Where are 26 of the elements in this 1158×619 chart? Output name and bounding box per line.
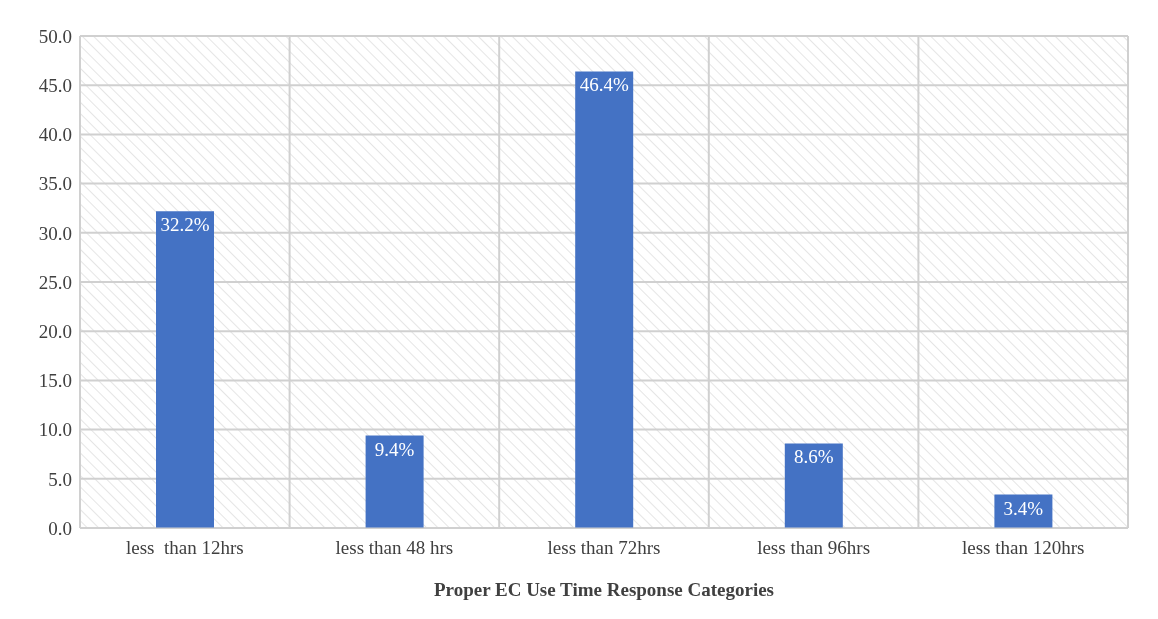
x-axis-title: Proper EC Use Time Response Categories bbox=[433, 579, 775, 600]
bar bbox=[784, 443, 843, 528]
bar bbox=[156, 211, 214, 528]
y-tick-label: 25.0 bbox=[38, 271, 72, 293]
y-tick-label: 10.0 bbox=[38, 419, 72, 441]
data-label: 32.2% bbox=[160, 214, 210, 236]
x-tick-label: less than 96hrs bbox=[757, 537, 871, 558]
y-tick-label: 5.0 bbox=[48, 468, 72, 490]
data-label: 8.6% bbox=[794, 446, 834, 468]
bar bbox=[365, 435, 424, 528]
y-tick-label: 45.0 bbox=[38, 74, 72, 96]
y-tick-label: 40.0 bbox=[38, 124, 72, 146]
x-tick-label: less than 72hrs bbox=[547, 537, 661, 558]
x-tick-label: less than 12hrs bbox=[125, 537, 244, 558]
y-tick-label: 35.0 bbox=[38, 173, 72, 195]
y-tick-label: 20.0 bbox=[38, 320, 72, 342]
y-tick-label: 0.0 bbox=[48, 517, 72, 539]
y-tick-label: 50.0 bbox=[38, 25, 72, 47]
x-tick-label: less than 48 hrs bbox=[335, 537, 454, 558]
data-label: 46.4% bbox=[579, 74, 629, 96]
x-tick-label: less than 120hrs bbox=[961, 537, 1085, 558]
y-tick-label: 30.0 bbox=[38, 222, 72, 244]
data-label: 3.4% bbox=[1003, 497, 1044, 519]
bar bbox=[575, 71, 634, 528]
data-label: 9.4% bbox=[374, 438, 415, 460]
y-tick-label: 15.0 bbox=[38, 370, 72, 392]
